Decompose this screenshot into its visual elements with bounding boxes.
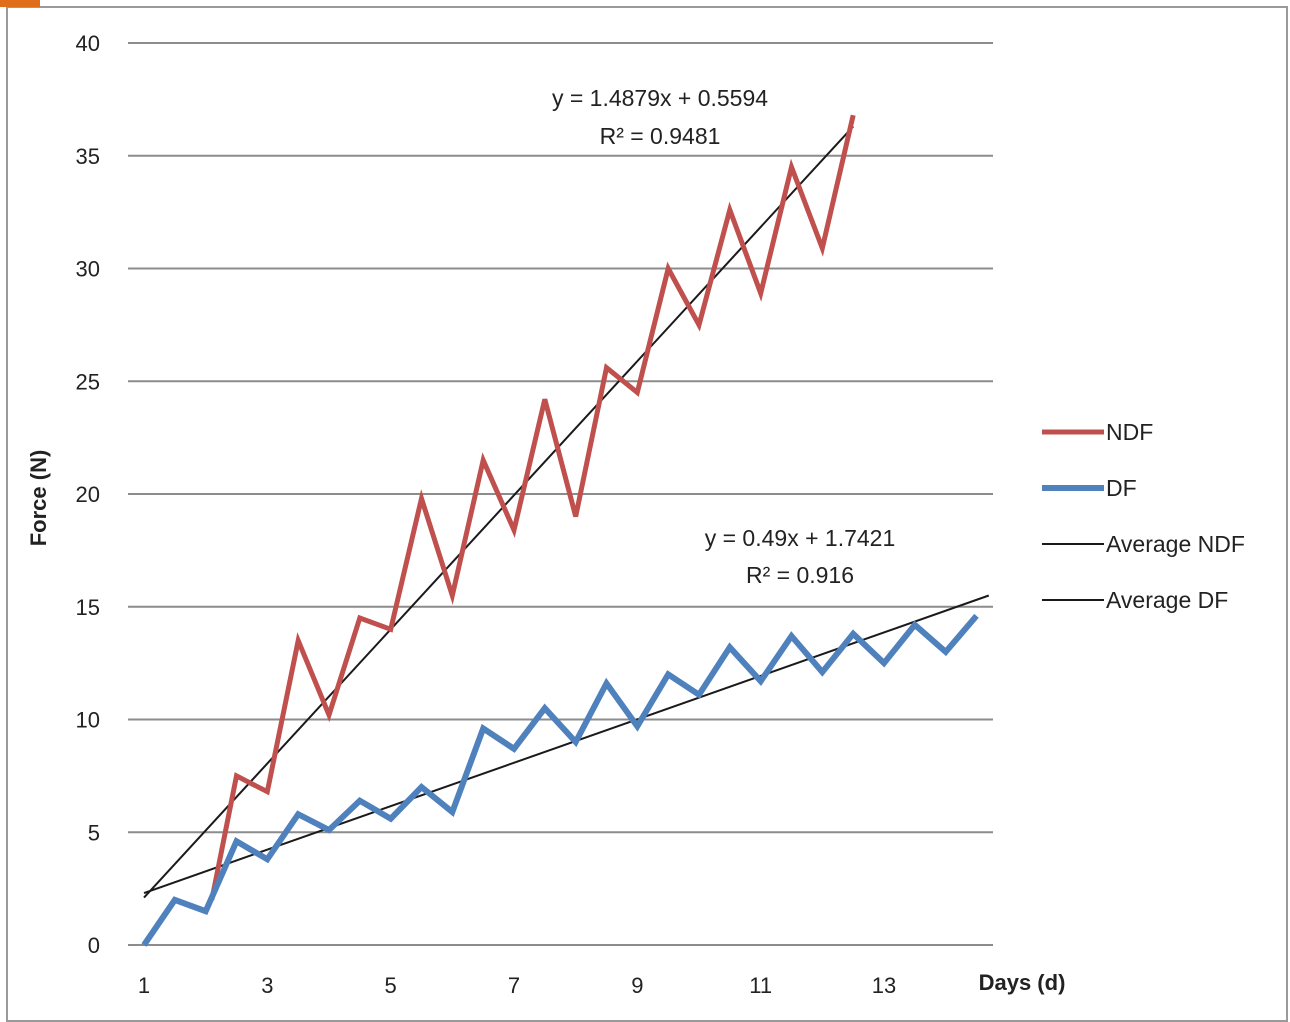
trendline-annotation-ndf: y = 1.4879x + 0.5594 R² = 0.9481	[552, 85, 768, 149]
legend-label-df: DF	[1106, 475, 1137, 501]
x-tick-label-1: 1	[138, 973, 150, 998]
y-tick-label-10: 10	[76, 708, 100, 733]
equation-ndf: y = 1.4879x + 0.5594	[552, 85, 768, 111]
x-tick-labels: 1 3 5 7 9 11 13	[138, 973, 896, 998]
series-line-average-df	[143, 594, 990, 895]
y-tick-label-40: 40	[76, 31, 100, 56]
x-tick-label-13: 13	[872, 973, 896, 998]
x-tick-label-11: 11	[749, 973, 772, 998]
y-tick-label-15: 15	[76, 595, 100, 620]
y-tick-label-30: 30	[76, 257, 100, 282]
x-tick-label-3: 3	[261, 973, 273, 998]
r-squared-df: R² = 0.916	[746, 562, 854, 588]
y-tick-label-20: 20	[76, 482, 100, 507]
y-tick-label-5: 5	[88, 820, 100, 845]
corner-mark	[0, 0, 40, 7]
y-axis-title: Force (N)	[26, 450, 51, 547]
y-tick-label-25: 25	[76, 369, 100, 394]
legend-item-ndf: NDF	[1042, 419, 1153, 445]
grid-layer	[128, 42, 993, 946]
legend-label-average-ndf: Average NDF	[1106, 531, 1245, 557]
legend: NDF DF Average NDF Average DF	[1042, 419, 1245, 613]
legend-item-df: DF	[1042, 475, 1137, 501]
x-tick-label-9: 9	[631, 973, 643, 998]
x-tick-label-7: 7	[508, 973, 520, 998]
series-layer	[141, 114, 990, 947]
legend-item-average-ndf: Average NDF	[1042, 531, 1245, 557]
equation-df: y = 0.49x + 1.7421	[705, 525, 896, 551]
legend-label-ndf: NDF	[1106, 419, 1153, 445]
series-line-average-ndf	[143, 125, 854, 899]
legend-item-average-df: Average DF	[1042, 587, 1228, 613]
series-line-ndf	[209, 114, 856, 901]
x-tick-label-5: 5	[385, 973, 397, 998]
legend-label-average-df: Average DF	[1106, 587, 1228, 613]
y-tick-label-0: 0	[88, 933, 100, 958]
trendline-annotation-df: y = 0.49x + 1.7421 R² = 0.916	[705, 525, 896, 588]
r-squared-ndf: R² = 0.9481	[600, 123, 721, 149]
y-tick-labels: 0 5 10 15 20 25 30 35 40	[76, 31, 100, 958]
x-axis-title: Days (d)	[979, 970, 1066, 995]
y-tick-label-35: 35	[76, 144, 100, 169]
series-line-df	[141, 613, 979, 947]
